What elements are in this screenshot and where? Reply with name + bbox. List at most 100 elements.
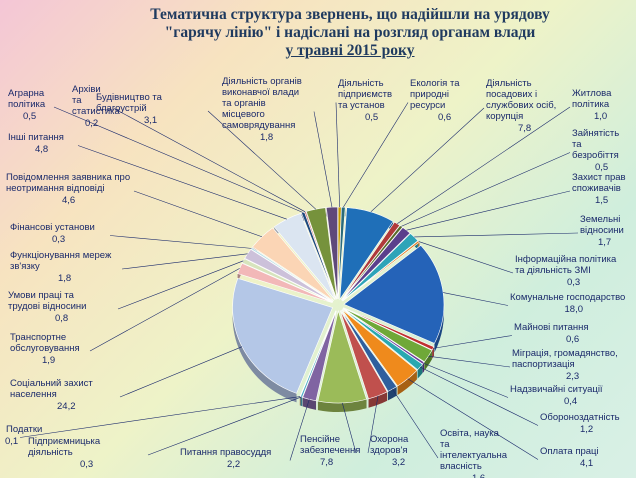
slice-15-value: 3,2	[392, 457, 405, 468]
slice-20-side	[232, 278, 297, 403]
slice-1-value: 0,6	[438, 112, 451, 123]
slice-26-leader	[77, 145, 287, 220]
slice-5-label: Захист прав споживачів 1,5	[572, 172, 626, 206]
slice-2-leader	[370, 107, 485, 213]
slice-3-leader	[397, 106, 571, 224]
slice-14-label: Освіта, наукатаінтелектуальнавласність1,…	[440, 428, 508, 478]
slice-24-leader	[109, 235, 252, 249]
slice-23-value: 1,8	[58, 273, 71, 284]
slice-17-side	[302, 397, 317, 410]
slice-25-label: Повідомлення заявника про неотримання від…	[6, 172, 130, 206]
slice-4-leader	[401, 152, 571, 227]
slice-27-leader	[53, 106, 304, 213]
slice-30-leader	[313, 111, 333, 208]
slice-18-side	[300, 396, 303, 407]
slice-14-leader	[392, 388, 439, 459]
slice-29-value: 3,1	[144, 115, 157, 126]
slice-7-leader	[418, 241, 514, 274]
slice-20-leader	[119, 346, 243, 398]
slice-7	[342, 240, 420, 302]
slice-15-label: Охорона здоров'я 3,2	[370, 434, 409, 468]
slice-12-value: 1,2	[580, 424, 593, 435]
slice-28	[304, 211, 337, 300]
slice-18-label: Підприємницька діяльність0,3	[28, 436, 101, 470]
slice-23-label: Функціонування мереж зв'язку1,8	[10, 250, 112, 284]
slice-20-value: 24,2	[57, 401, 76, 412]
slice-9-leader	[433, 335, 513, 349]
slice-20	[232, 277, 333, 394]
slice-14-side	[388, 386, 397, 401]
slice-23-leader	[121, 253, 248, 270]
slice-19-value: 0,1	[5, 436, 18, 447]
slice-8-value: 18,0	[565, 304, 584, 315]
slice-25-value: 4,6	[62, 195, 75, 206]
slice-27-value: 0,5	[23, 111, 36, 122]
slice-4-value: 0,5	[595, 162, 608, 173]
slice-28-value: 0,2	[85, 118, 98, 129]
slice-16-side	[317, 399, 367, 412]
slice-2-value: 7,8	[518, 123, 531, 134]
slice-19-side	[299, 396, 301, 406]
slice-17-label: Питання правосуддя 2,2	[180, 447, 271, 470]
slice-9	[343, 307, 435, 351]
slice-30	[326, 206, 338, 300]
slice-2-label: Діяльність посадових і службових осіб, кору…	[486, 78, 556, 134]
slice-24-value: 0,3	[52, 234, 65, 245]
slice-11-side	[422, 362, 425, 374]
slice-13-leader	[407, 378, 539, 460]
slice-20-label: Соціальний захист населення24,2	[10, 378, 93, 412]
slice-13-side	[397, 370, 417, 396]
slice-24-label: Фінансові установи 0,3	[10, 222, 95, 245]
leader-lines	[19, 102, 579, 461]
slice-6-label: Земельні відносини 1,7	[580, 214, 624, 248]
slice-5-value: 1,5	[595, 195, 608, 206]
slice-11-label: Надзвичайні ситуації 0,4	[510, 384, 603, 407]
slice-29-leader	[207, 110, 316, 210]
slice-29-label: Будівництво та благоустрій 3,1	[96, 92, 163, 126]
slice-17-leader	[289, 399, 310, 461]
slice-22-label: Умови праці та трудові відносини 0,8	[8, 290, 86, 324]
slice-4-label: Зайнятість та безробіття 0,5	[572, 128, 619, 173]
slice-0-label: Діяльність підприємств та установ 0,5	[338, 78, 392, 123]
slice-1-label: Екологія та природні ресурси 0,6	[410, 78, 460, 123]
pie-slices	[232, 206, 445, 404]
slice-6-value: 1,7	[598, 237, 611, 248]
slice-8-leader	[443, 292, 509, 306]
slice-28-label: Архіви та статистика 0,2	[72, 84, 120, 129]
slice-8-label: Комунальне господарство 18,0	[510, 292, 625, 315]
title-line-1: Тематична структура звернень, що надійшл…	[150, 6, 550, 23]
slice-30-label: Діяльність органів виконавчої влади та орг…	[222, 76, 302, 143]
slice-1	[338, 206, 346, 300]
title-line-2: "гарячу лінію" і надіслані на розгляд ор…	[164, 24, 536, 41]
chart-title: Тематична структура звернень, що надійшл…	[90, 6, 610, 60]
slice-13-label: Оплата праці 4,1	[540, 446, 599, 469]
title-line-3: у травні 2015 року	[285, 42, 415, 59]
slice-27-label: Аграрна політика 0,5	[8, 88, 46, 122]
slice-7-value: 0,3	[567, 277, 580, 288]
slice-16-leader	[342, 402, 357, 454]
slice-18-leader	[147, 396, 302, 456]
slice-15-leader	[367, 395, 379, 454]
slice-14-value: 1,6	[472, 473, 485, 478]
slice-3-value: 1,0	[594, 111, 607, 122]
slice-3-label: Житлова політика 1,0	[572, 88, 612, 122]
slice-30-value: 1,8	[260, 132, 273, 143]
slice-0-leader	[335, 102, 340, 208]
slice-11-leader	[423, 362, 509, 398]
slice-7-label: Інформаційна політика та діяльність ЗМІ 0,…	[515, 254, 617, 288]
slice-labels: Діяльність підприємств та установ 0,5 Еколог…	[5, 76, 626, 478]
slice-28-leader	[113, 108, 306, 213]
slice-10-value: 2,3	[566, 371, 579, 382]
slice-6-leader	[414, 232, 579, 238]
slice-18-value: 0,3	[80, 459, 93, 470]
slice-17-value: 2,2	[227, 459, 240, 470]
slice-11-value: 0,4	[564, 396, 577, 407]
slice-15-side	[368, 391, 388, 408]
slice-1-leader	[343, 102, 409, 208]
slice-10-side	[424, 350, 432, 371]
slice-16-label: Пенсійне забезпечення 7,8	[300, 434, 360, 468]
slice-10-leader	[428, 355, 511, 368]
slice-26-value: 4,8	[35, 144, 48, 155]
slice-12-label: Обороноздатність 1,2	[540, 412, 620, 435]
